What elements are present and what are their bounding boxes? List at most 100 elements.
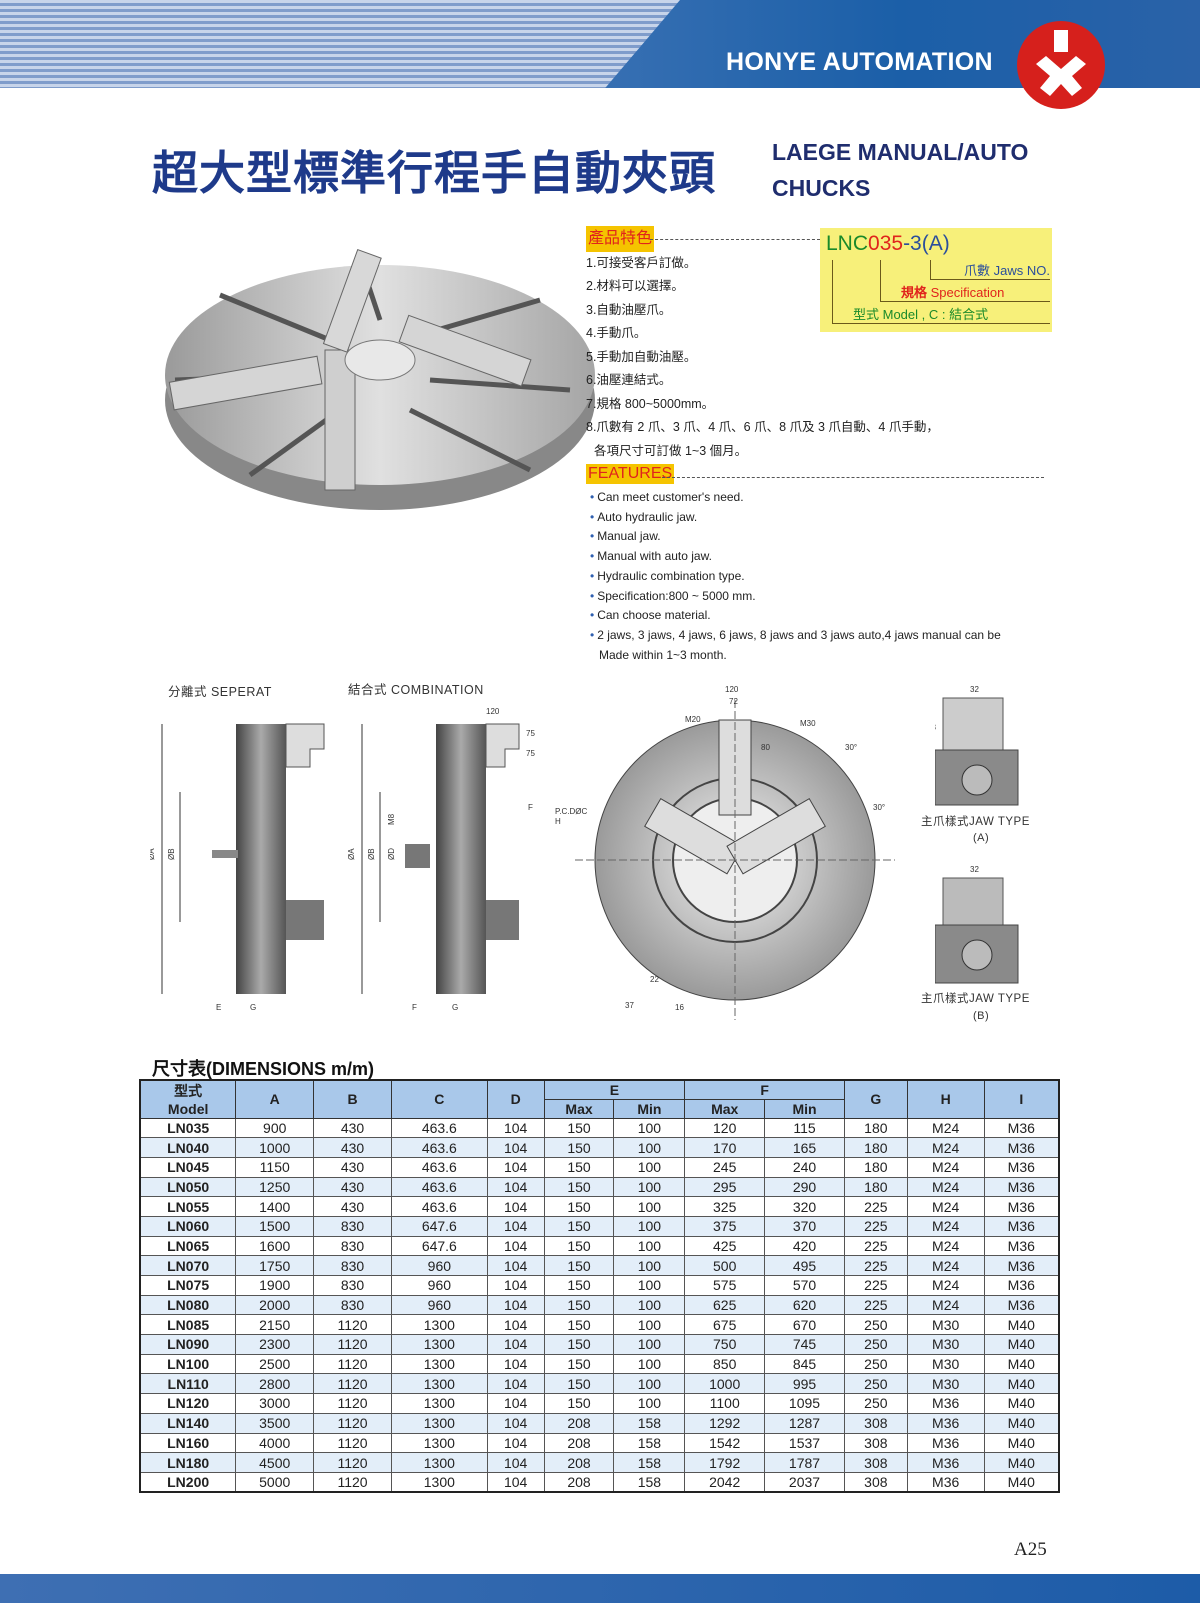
cell-e-max: 150 [543, 1255, 615, 1276]
cell-b: 1120 [313, 1373, 392, 1395]
cell-g: 308 [843, 1432, 908, 1454]
cell-a: 1500 [235, 1215, 315, 1237]
label-32a: 32 [970, 685, 979, 694]
cell-f-max: 750 [684, 1334, 766, 1355]
cell-f-min: 1537 [764, 1432, 845, 1454]
cell-e-min: 100 [613, 1294, 686, 1316]
cell-e-max: 208 [543, 1432, 615, 1454]
cell-c: 463.6 [390, 1156, 488, 1178]
cell-g: 225 [843, 1196, 908, 1217]
cell-d: 104 [486, 1294, 545, 1316]
cell-model: LN120 [139, 1393, 237, 1414]
caption-jaw-a: 主爪樣式JAW TYPE [921, 816, 1030, 828]
cell-f-min: 570 [764, 1275, 845, 1296]
cell-model: LN070 [139, 1255, 237, 1276]
cell-g: 180 [843, 1117, 908, 1139]
feature-en-item: Specification:800 ~ 5000 mm. [590, 587, 1050, 607]
cell-a: 5000 [235, 1471, 315, 1493]
cell-d: 104 [486, 1452, 545, 1473]
cell-d: 104 [486, 1235, 545, 1257]
cell-i: M36 [983, 1235, 1060, 1257]
cell-model: LN065 [139, 1235, 237, 1257]
cell-e-max: 150 [543, 1196, 615, 1217]
features-zh-tag: 產品特色 [586, 226, 655, 252]
cell-g: 308 [843, 1412, 908, 1434]
cell-c: 1300 [390, 1314, 488, 1336]
cell-f-min: 1095 [764, 1393, 845, 1414]
cell-model: LN055 [139, 1196, 237, 1217]
label-75b: 75 [526, 749, 535, 758]
header-e-max: Max [543, 1098, 615, 1119]
cell-f-min: 1787 [764, 1452, 845, 1473]
cell-e-min: 158 [613, 1412, 686, 1434]
cell-i: M40 [983, 1471, 1060, 1493]
cell-e-max: 208 [543, 1471, 615, 1493]
cell-e-max: 150 [543, 1393, 615, 1414]
cell-e-min: 100 [613, 1373, 686, 1395]
cell-a: 1900 [235, 1275, 315, 1296]
cell-d: 104 [486, 1334, 545, 1355]
cell-a: 1000 [235, 1137, 315, 1158]
cell-g: 180 [843, 1137, 908, 1158]
feature-zh-item: 5.手動加自動油壓。 [586, 349, 697, 364]
cell-g: 225 [843, 1215, 908, 1237]
cell-model: LN050 [139, 1176, 237, 1198]
cell-i: M40 [983, 1393, 1060, 1414]
table-row: LN110 2800 1120 1300 104 150 100 1000 995 250 M30 M… [139, 1373, 1060, 1395]
jaws-label: 爪數 Jaws NO. [930, 260, 1050, 280]
cell-f-min: 995 [764, 1373, 845, 1395]
cell-g: 250 [843, 1393, 908, 1414]
model-code-box: LNC035-3(A) 爪數 Jaws NO. 規格 Specification… [820, 228, 1052, 332]
header-model: 型式 Model [139, 1079, 237, 1119]
jaw-type-a-drawing: 32 43 [935, 685, 1019, 806]
feature-en-item: Manual with auto jaw. [590, 547, 1050, 567]
cell-c: 960 [390, 1275, 488, 1296]
feature-en-item: Manual jaw. [590, 527, 1050, 547]
cell-e-max: 150 [543, 1215, 615, 1237]
table-row: LN045 1150 430 463.6 104 150 100 245 240 180 M24 M3… [139, 1156, 1060, 1178]
label-80: 80 [761, 743, 770, 752]
title-en-line2: CHUCKS [772, 175, 871, 201]
label-22: 22 [650, 975, 659, 984]
cell-d: 104 [486, 1314, 545, 1336]
label-h: H [555, 817, 561, 826]
cell-c: 647.6 [390, 1215, 488, 1237]
cell-b: 430 [313, 1196, 392, 1217]
cell-d: 104 [486, 1215, 545, 1237]
cell-h: M36 [906, 1452, 985, 1473]
cell-c: 1300 [390, 1471, 488, 1493]
cell-i: M40 [983, 1432, 1060, 1454]
header-d: D [486, 1079, 545, 1119]
cell-d: 104 [486, 1137, 545, 1158]
feature-zh-item: 2.材料可以選擇。 [586, 279, 684, 293]
cell-e-min: 158 [613, 1452, 686, 1473]
header-f-min: Min [764, 1098, 845, 1119]
header-e: E [543, 1079, 686, 1100]
header-i: I [983, 1079, 1060, 1119]
cell-b: 1120 [313, 1452, 392, 1473]
cell-f-max: 1792 [684, 1452, 766, 1473]
label-m20: M20 [685, 715, 701, 724]
label-30a: 30° [845, 743, 857, 752]
cell-b: 1120 [313, 1393, 392, 1414]
label-m8: M8 [387, 813, 396, 825]
label-120-front: 120 [725, 685, 739, 694]
caption-jaw-b-sub: (B) [973, 1010, 990, 1022]
cell-f-min: 165 [764, 1137, 845, 1158]
cell-f-min: 845 [764, 1353, 845, 1375]
title-en-line1: LAEGE MANUAL/AUTO [772, 139, 1029, 165]
spec-label-en: Specification [930, 285, 1005, 300]
cell-model: LN085 [139, 1314, 237, 1336]
cell-model: LN100 [139, 1353, 237, 1375]
cell-i: M40 [983, 1452, 1060, 1473]
cell-g: 250 [843, 1334, 908, 1355]
cell-d: 104 [486, 1353, 545, 1375]
cell-f-min: 320 [764, 1196, 845, 1217]
cell-c: 1300 [390, 1412, 488, 1434]
cell-a: 3500 [235, 1412, 315, 1434]
page-title-zh: 超大型標準行程手自動夾頭 [152, 146, 716, 200]
label-75: 75 [526, 729, 535, 738]
cell-f-min: 290 [764, 1176, 845, 1198]
jaw-type-b-drawing: 32 [935, 865, 1019, 984]
header-model-en: Model [167, 1101, 209, 1118]
